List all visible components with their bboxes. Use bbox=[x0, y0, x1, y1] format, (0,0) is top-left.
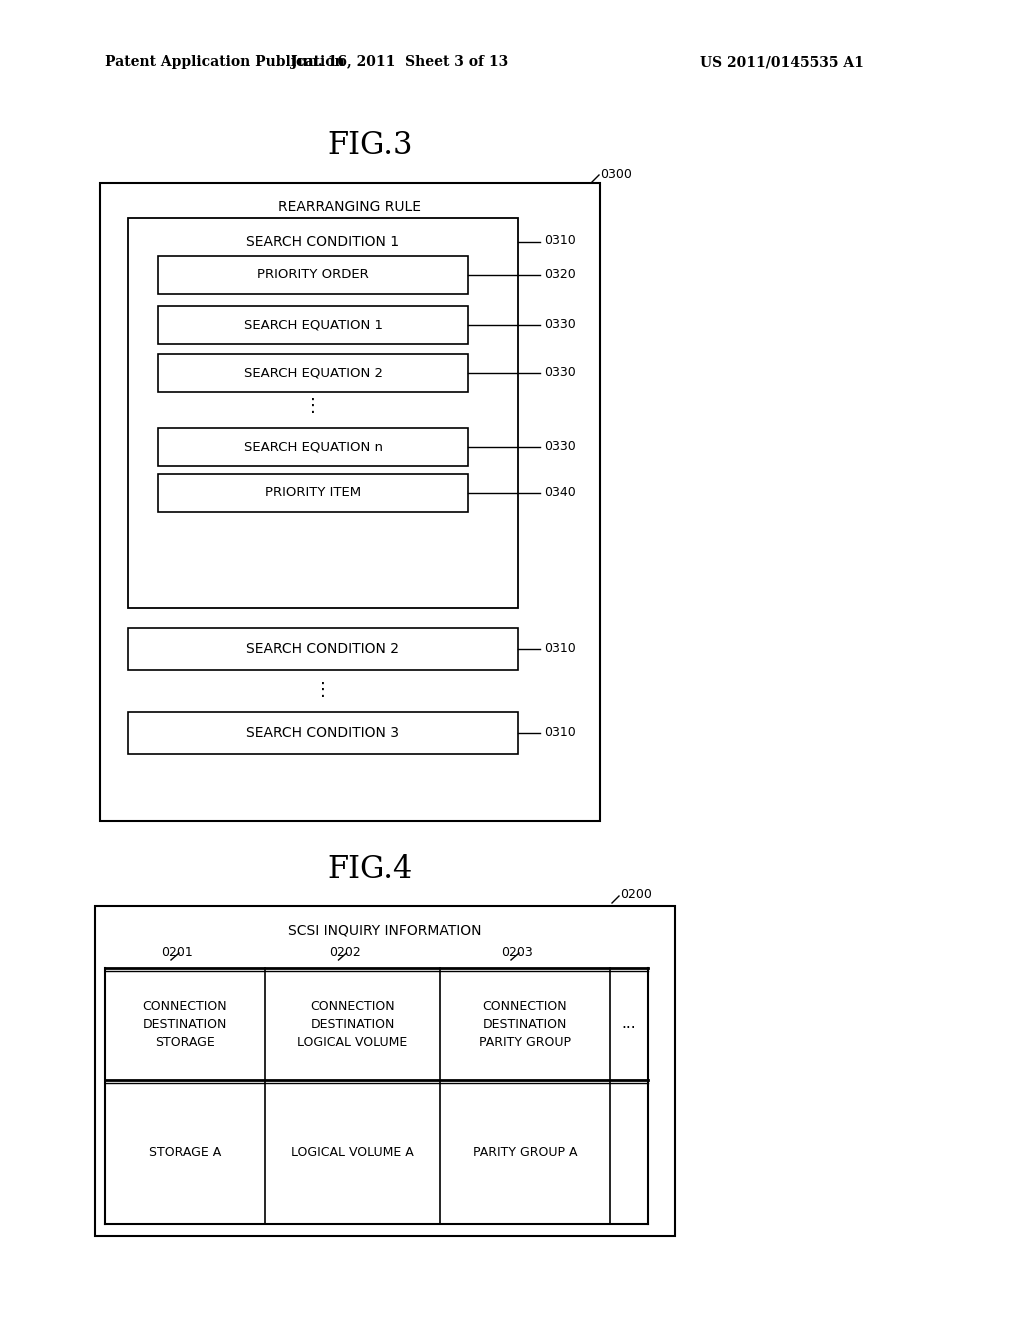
Text: SEARCH CONDITION 2: SEARCH CONDITION 2 bbox=[247, 642, 399, 656]
Text: ...: ... bbox=[622, 1016, 636, 1031]
Text: FIG.3: FIG.3 bbox=[328, 129, 413, 161]
Text: CONNECTION
DESTINATION
LOGICAL VOLUME: CONNECTION DESTINATION LOGICAL VOLUME bbox=[297, 999, 408, 1048]
Text: 0310: 0310 bbox=[544, 642, 575, 655]
Bar bbox=[158, 428, 468, 466]
Text: 0300: 0300 bbox=[600, 168, 632, 181]
Text: SEARCH CONDITION 3: SEARCH CONDITION 3 bbox=[247, 726, 399, 741]
Text: 0310: 0310 bbox=[544, 235, 575, 248]
Text: PRIORITY ORDER: PRIORITY ORDER bbox=[257, 268, 369, 281]
Bar bbox=[128, 218, 518, 609]
Text: 0330: 0330 bbox=[544, 318, 575, 330]
Bar bbox=[100, 183, 600, 821]
Text: 0201: 0201 bbox=[161, 945, 193, 958]
Text: STORAGE A: STORAGE A bbox=[148, 1146, 221, 1159]
Text: SEARCH EQUATION n: SEARCH EQUATION n bbox=[244, 441, 383, 454]
Text: CONNECTION
DESTINATION
STORAGE: CONNECTION DESTINATION STORAGE bbox=[142, 999, 227, 1048]
Bar bbox=[158, 474, 468, 512]
Bar bbox=[95, 906, 675, 1236]
Text: ⋮: ⋮ bbox=[314, 681, 332, 700]
Bar bbox=[158, 306, 468, 345]
Text: SEARCH EQUATION 2: SEARCH EQUATION 2 bbox=[244, 367, 383, 380]
Bar bbox=[128, 711, 518, 754]
Text: SEARCH CONDITION 1: SEARCH CONDITION 1 bbox=[247, 235, 399, 249]
Text: 0200: 0200 bbox=[620, 888, 652, 902]
Text: 0340: 0340 bbox=[544, 486, 575, 499]
Bar bbox=[128, 628, 518, 671]
Text: Jun. 16, 2011  Sheet 3 of 13: Jun. 16, 2011 Sheet 3 of 13 bbox=[292, 55, 509, 69]
Text: 0330: 0330 bbox=[544, 366, 575, 379]
Text: Patent Application Publication: Patent Application Publication bbox=[105, 55, 345, 69]
Text: LOGICAL VOLUME A: LOGICAL VOLUME A bbox=[291, 1146, 414, 1159]
Text: REARRANGING RULE: REARRANGING RULE bbox=[279, 201, 422, 214]
Text: 0310: 0310 bbox=[544, 726, 575, 738]
Text: SEARCH EQUATION 1: SEARCH EQUATION 1 bbox=[244, 318, 383, 331]
Text: 0203: 0203 bbox=[501, 945, 532, 958]
Text: US 2011/0145535 A1: US 2011/0145535 A1 bbox=[700, 55, 864, 69]
Text: PRIORITY ITEM: PRIORITY ITEM bbox=[265, 487, 361, 499]
Bar bbox=[158, 256, 468, 294]
Text: ⋮: ⋮ bbox=[304, 397, 322, 414]
Text: 0202: 0202 bbox=[329, 945, 360, 958]
Text: 0330: 0330 bbox=[544, 440, 575, 453]
Text: 0320: 0320 bbox=[544, 268, 575, 281]
Text: PARITY GROUP A: PARITY GROUP A bbox=[473, 1146, 578, 1159]
Text: CONNECTION
DESTINATION
PARITY GROUP: CONNECTION DESTINATION PARITY GROUP bbox=[479, 999, 571, 1048]
Text: FIG.4: FIG.4 bbox=[328, 854, 413, 886]
Text: SCSI INQUIRY INFORMATION: SCSI INQUIRY INFORMATION bbox=[288, 923, 481, 937]
Bar bbox=[158, 354, 468, 392]
